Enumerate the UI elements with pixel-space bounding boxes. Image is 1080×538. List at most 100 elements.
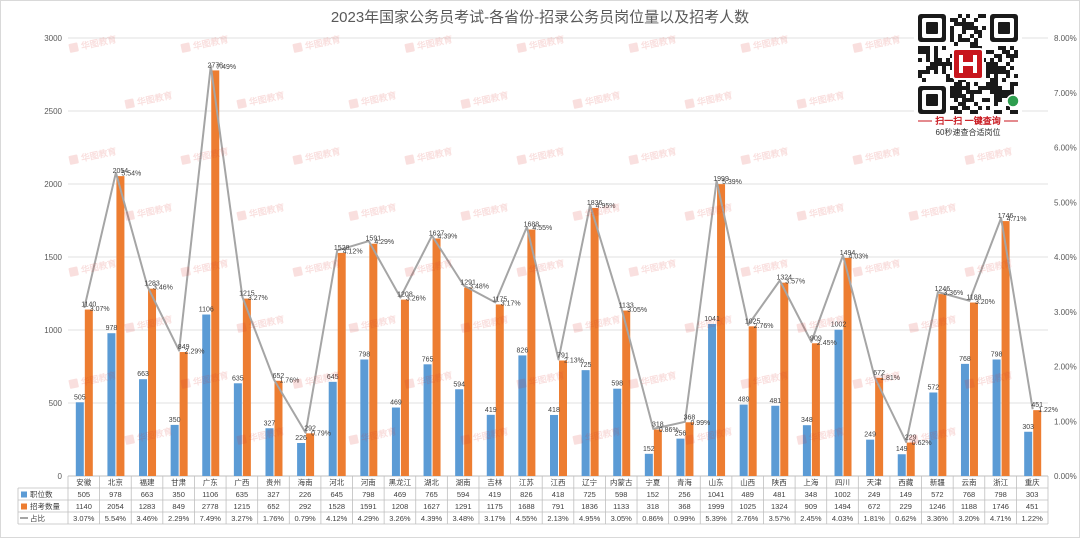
job-count-label-20: 256 (675, 431, 687, 438)
job-count-bar-17 (581, 370, 590, 476)
table-applicant-count-28: 1246 (929, 502, 946, 511)
watermark-logo-icon (124, 210, 135, 221)
job-count-label-17: 725 (580, 362, 592, 369)
table-applicant-count-5: 2778 (202, 502, 219, 511)
watermark-logo-icon (292, 378, 303, 389)
table-job-count-19: 152 (647, 490, 660, 499)
applicant-count-label-30: 1746 (998, 213, 1014, 220)
x-category-label-23: 陕西 (772, 477, 787, 487)
table-applicant-count-16: 791 (552, 502, 565, 511)
x-category-label-30: 浙江 (993, 477, 1008, 487)
x-category-label-1: 安徽 (76, 477, 91, 487)
watermark-logo-icon (796, 98, 807, 109)
ratio-label-3: 3.46% (153, 285, 173, 292)
applicant-count-bar-28 (938, 294, 947, 476)
ratio-label-4: 2.29% (185, 349, 205, 356)
table-ratio-5: 7.49% (200, 514, 222, 523)
table-ratio-30: 4.71% (990, 514, 1012, 523)
applicant-count-label-26: 672 (873, 370, 885, 377)
applicant-count-label-14: 1175 (492, 296, 507, 303)
applicant-count-bar-31 (1033, 410, 1042, 476)
watermark-logo-icon (852, 266, 863, 277)
table-ratio-14: 3.17% (484, 514, 506, 523)
qr-badge-icon (1006, 94, 1020, 108)
watermark-logo-icon (68, 154, 79, 165)
legend-key-job-count (21, 491, 27, 498)
watermark-logo-icon (236, 322, 247, 333)
applicant-count-bar-12 (432, 238, 441, 476)
x-category-label-11: 黑龙江 (389, 477, 412, 487)
watermark-logo-icon (404, 154, 415, 165)
job-count-label-5: 1106 (199, 307, 214, 314)
table-job-count-23: 481 (773, 490, 786, 499)
ratio-label-7: 1.76% (279, 378, 299, 385)
watermark-logo-icon (572, 434, 583, 445)
y-left-tick-label-1: 0 (58, 472, 63, 481)
table-applicant-count-20: 368 (678, 502, 691, 511)
x-category-label-6: 广西 (234, 477, 249, 487)
watermark-logo-icon (348, 434, 359, 445)
qr-finder-inner-1 (926, 22, 938, 34)
job-count-bar-14 (486, 414, 495, 476)
x-category-label-5: 广东 (203, 477, 218, 487)
job-count-bar-7 (265, 428, 274, 476)
watermark-logo-icon (292, 154, 303, 165)
table-job-count-30: 798 (994, 490, 1007, 499)
table-job-count-31: 303 (1026, 490, 1039, 499)
table-job-count-11: 469 (394, 490, 407, 499)
table-applicant-count-1: 1140 (76, 502, 92, 511)
table-applicant-count-9: 1528 (328, 502, 345, 511)
watermark-logo-icon (964, 378, 975, 389)
table-applicant-count-29: 1188 (961, 502, 977, 511)
job-count-bar-18 (613, 388, 622, 476)
table-job-count-14: 419 (489, 490, 502, 499)
ratio-line (83, 64, 1034, 444)
applicant-count-label-10: 1591 (366, 236, 382, 243)
job-count-bar-22 (739, 404, 748, 476)
table-job-count-21: 1041 (708, 490, 725, 499)
x-category-label-12: 湖北 (424, 478, 439, 487)
ratio-label-5: 7.49% (216, 64, 236, 71)
ratio-label-13: 3.48% (469, 283, 489, 290)
x-category-label-27: 西藏 (898, 477, 913, 487)
job-count-label-15: 826 (517, 347, 529, 354)
job-count-label-26: 249 (864, 432, 876, 439)
applicant-count-bar-10 (369, 243, 378, 476)
job-count-label-16: 418 (548, 407, 560, 414)
table-job-count-18: 598 (615, 490, 628, 499)
qr-code[interactable] (918, 14, 1020, 114)
table-applicant-count-19: 318 (647, 502, 660, 511)
x-category-label-10: 河南 (361, 477, 376, 487)
applicant-count-bar-2 (116, 176, 125, 476)
applicant-count-label-29: 1188 (966, 295, 981, 302)
table-applicant-count-14: 1175 (487, 502, 503, 511)
watermark-logo-icon (68, 42, 79, 53)
table-job-count-5: 1106 (202, 490, 218, 499)
table-ratio-1: 3.07% (73, 514, 95, 523)
table-applicant-count-11: 1208 (392, 502, 409, 511)
watermark-logo-icon (796, 434, 807, 445)
job-count-bar-23 (771, 405, 780, 476)
watermark-logo-icon (684, 434, 695, 445)
applicant-count-label-21: 1999 (713, 176, 729, 183)
watermark-logo-icon (740, 154, 751, 165)
watermark-logo-icon (460, 210, 471, 221)
watermark-logo-icon (740, 266, 751, 277)
x-category-label-25: 四川 (835, 478, 850, 487)
watermark-logo-icon (68, 266, 79, 277)
job-count-bar-15 (518, 355, 527, 476)
applicant-count-label-25: 1494 (840, 250, 856, 257)
y-right-tick-label-2: 1.00% (1054, 417, 1077, 426)
table-job-count-25: 1002 (834, 490, 851, 499)
qr-finder-inner-2 (998, 22, 1010, 34)
y-right-tick-label-3: 2.00% (1054, 363, 1077, 372)
table-ratio-25: 4.03% (832, 514, 854, 523)
applicant-count-bar-16 (559, 360, 567, 476)
watermark-logo-icon (68, 378, 79, 389)
table-ratio-6: 3.27% (231, 514, 253, 523)
table-applicant-count-4: 849 (172, 502, 185, 511)
qr-subcaption: 60秒速查合适岗位 (936, 127, 1001, 137)
applicant-count-bar-1 (84, 309, 93, 476)
ratio-label-8: 0.79% (311, 431, 331, 438)
job-count-label-23: 481 (769, 398, 781, 405)
